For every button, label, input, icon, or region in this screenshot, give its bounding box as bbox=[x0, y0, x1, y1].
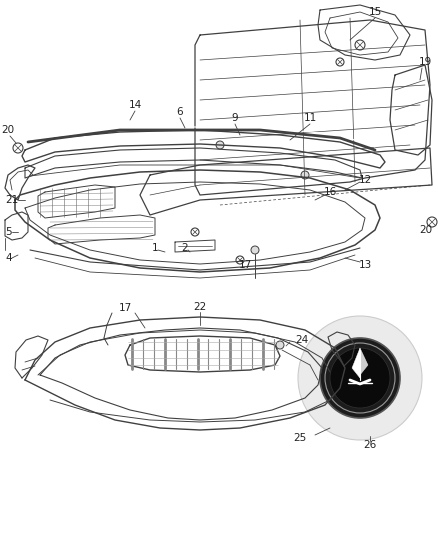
Text: 16: 16 bbox=[323, 187, 337, 197]
Text: 25: 25 bbox=[293, 433, 307, 443]
Circle shape bbox=[216, 141, 224, 149]
Text: 17: 17 bbox=[118, 303, 132, 313]
Circle shape bbox=[251, 246, 259, 254]
Text: 19: 19 bbox=[418, 57, 431, 67]
Circle shape bbox=[276, 341, 284, 349]
Text: 6: 6 bbox=[177, 107, 184, 117]
Text: 14: 14 bbox=[128, 100, 141, 110]
Text: 9: 9 bbox=[232, 113, 238, 123]
Text: 2: 2 bbox=[182, 243, 188, 253]
Circle shape bbox=[301, 171, 309, 179]
Text: 20: 20 bbox=[419, 225, 432, 235]
Text: 12: 12 bbox=[358, 175, 371, 185]
Circle shape bbox=[330, 348, 390, 408]
Text: 1: 1 bbox=[152, 243, 158, 253]
Circle shape bbox=[320, 338, 400, 418]
Text: 21: 21 bbox=[5, 195, 18, 205]
Text: 24: 24 bbox=[295, 335, 308, 345]
Text: 13: 13 bbox=[358, 260, 371, 270]
Text: 17: 17 bbox=[238, 260, 251, 270]
Text: 11: 11 bbox=[304, 113, 317, 123]
Circle shape bbox=[298, 316, 422, 440]
Text: 22: 22 bbox=[193, 302, 207, 312]
Text: 4: 4 bbox=[5, 253, 12, 263]
Text: 20: 20 bbox=[1, 125, 14, 135]
Text: 15: 15 bbox=[368, 7, 381, 17]
Text: 5: 5 bbox=[5, 227, 12, 237]
Polygon shape bbox=[360, 348, 368, 375]
Text: 26: 26 bbox=[364, 440, 377, 450]
Polygon shape bbox=[352, 348, 360, 378]
